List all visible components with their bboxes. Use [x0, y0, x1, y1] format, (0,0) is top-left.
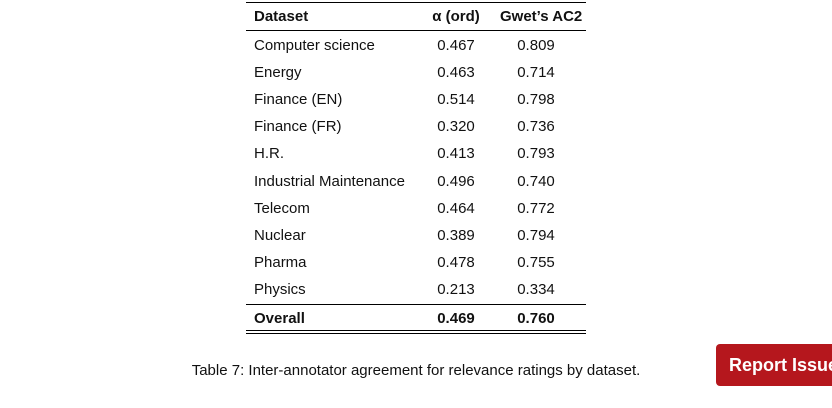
column-header: α (ord)	[432, 8, 480, 25]
table-cell: 0.794	[517, 226, 555, 244]
footer-rule	[246, 304, 586, 305]
table-cell: 0.389	[437, 226, 475, 244]
row-label: Physics	[254, 280, 306, 298]
row-label: Telecom	[254, 199, 310, 217]
row-label: Pharma	[254, 253, 307, 271]
table-cell: 0.740	[517, 172, 555, 190]
row-label: Nuclear	[254, 226, 306, 244]
table-cell: 0.464	[437, 199, 475, 217]
header-rule	[246, 30, 586, 31]
table-cell: 0.760	[517, 310, 555, 327]
table-cell: 0.514	[437, 91, 475, 109]
table-cell: 0.478	[437, 253, 475, 271]
table-cell: 0.772	[517, 199, 555, 217]
table-cell: 0.496	[437, 172, 475, 190]
table-cell: 0.714	[517, 64, 555, 82]
row-label: Finance (FR)	[254, 118, 342, 136]
table-cell: 0.469	[437, 310, 475, 327]
table-cell: 0.809	[517, 37, 555, 54]
table-cell: 0.334	[517, 280, 555, 298]
table-cell: 0.793	[517, 145, 555, 163]
table-cell: 0.736	[517, 118, 555, 136]
table-cell: 0.755	[517, 253, 555, 271]
table-cell: 0.798	[517, 91, 555, 109]
table-cell: 0.463	[437, 64, 475, 82]
bottom-rule	[246, 330, 586, 331]
row-label: H.R.	[254, 145, 284, 163]
top-rule	[246, 2, 586, 3]
table-cell: 0.213	[437, 280, 475, 298]
row-label: Computer science	[254, 37, 375, 54]
row-label: Industrial Maintenance	[254, 172, 405, 190]
report-issue-button[interactable]: Report Issue	[716, 344, 832, 386]
row-label: Overall	[254, 310, 305, 327]
table-cell: 0.320	[437, 118, 475, 136]
column-header: Dataset	[254, 8, 309, 25]
table-caption: Table 7: Inter-annotator agreement for r…	[191, 362, 641, 379]
bottom-rule	[246, 333, 586, 334]
row-label: Energy	[254, 64, 302, 82]
row-label: Finance (EN)	[254, 91, 343, 109]
table-cell: 0.467	[437, 37, 475, 54]
column-header: Gwet’s AC2	[500, 8, 583, 25]
table-cell: 0.413	[437, 145, 475, 163]
